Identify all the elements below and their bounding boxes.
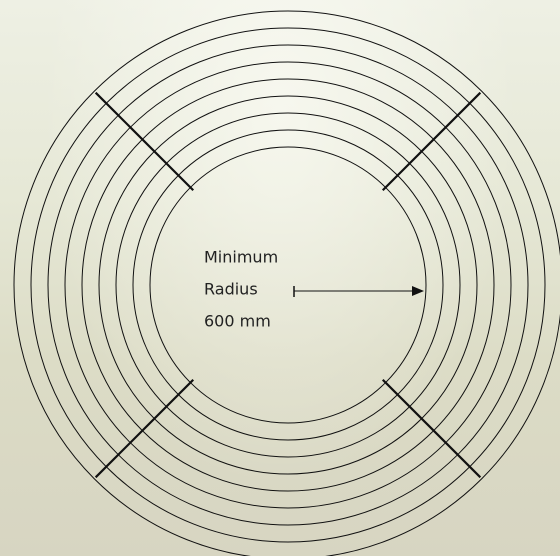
label-line: Minimum xyxy=(204,248,278,267)
divider xyxy=(383,93,481,191)
label-line: Radius xyxy=(204,280,258,299)
arrow-head xyxy=(412,286,424,296)
dividers xyxy=(96,93,481,478)
divider xyxy=(96,380,194,478)
radius-arrow xyxy=(294,286,424,297)
label-line: 600 mm xyxy=(204,312,271,331)
radius-diagram: Minimum Radius 600 mm xyxy=(0,0,560,556)
divider xyxy=(96,93,194,191)
diagram: Minimum Radius 600 mm xyxy=(0,0,560,556)
divider xyxy=(383,380,481,478)
label: Minimum Radius 600 mm xyxy=(204,248,278,331)
